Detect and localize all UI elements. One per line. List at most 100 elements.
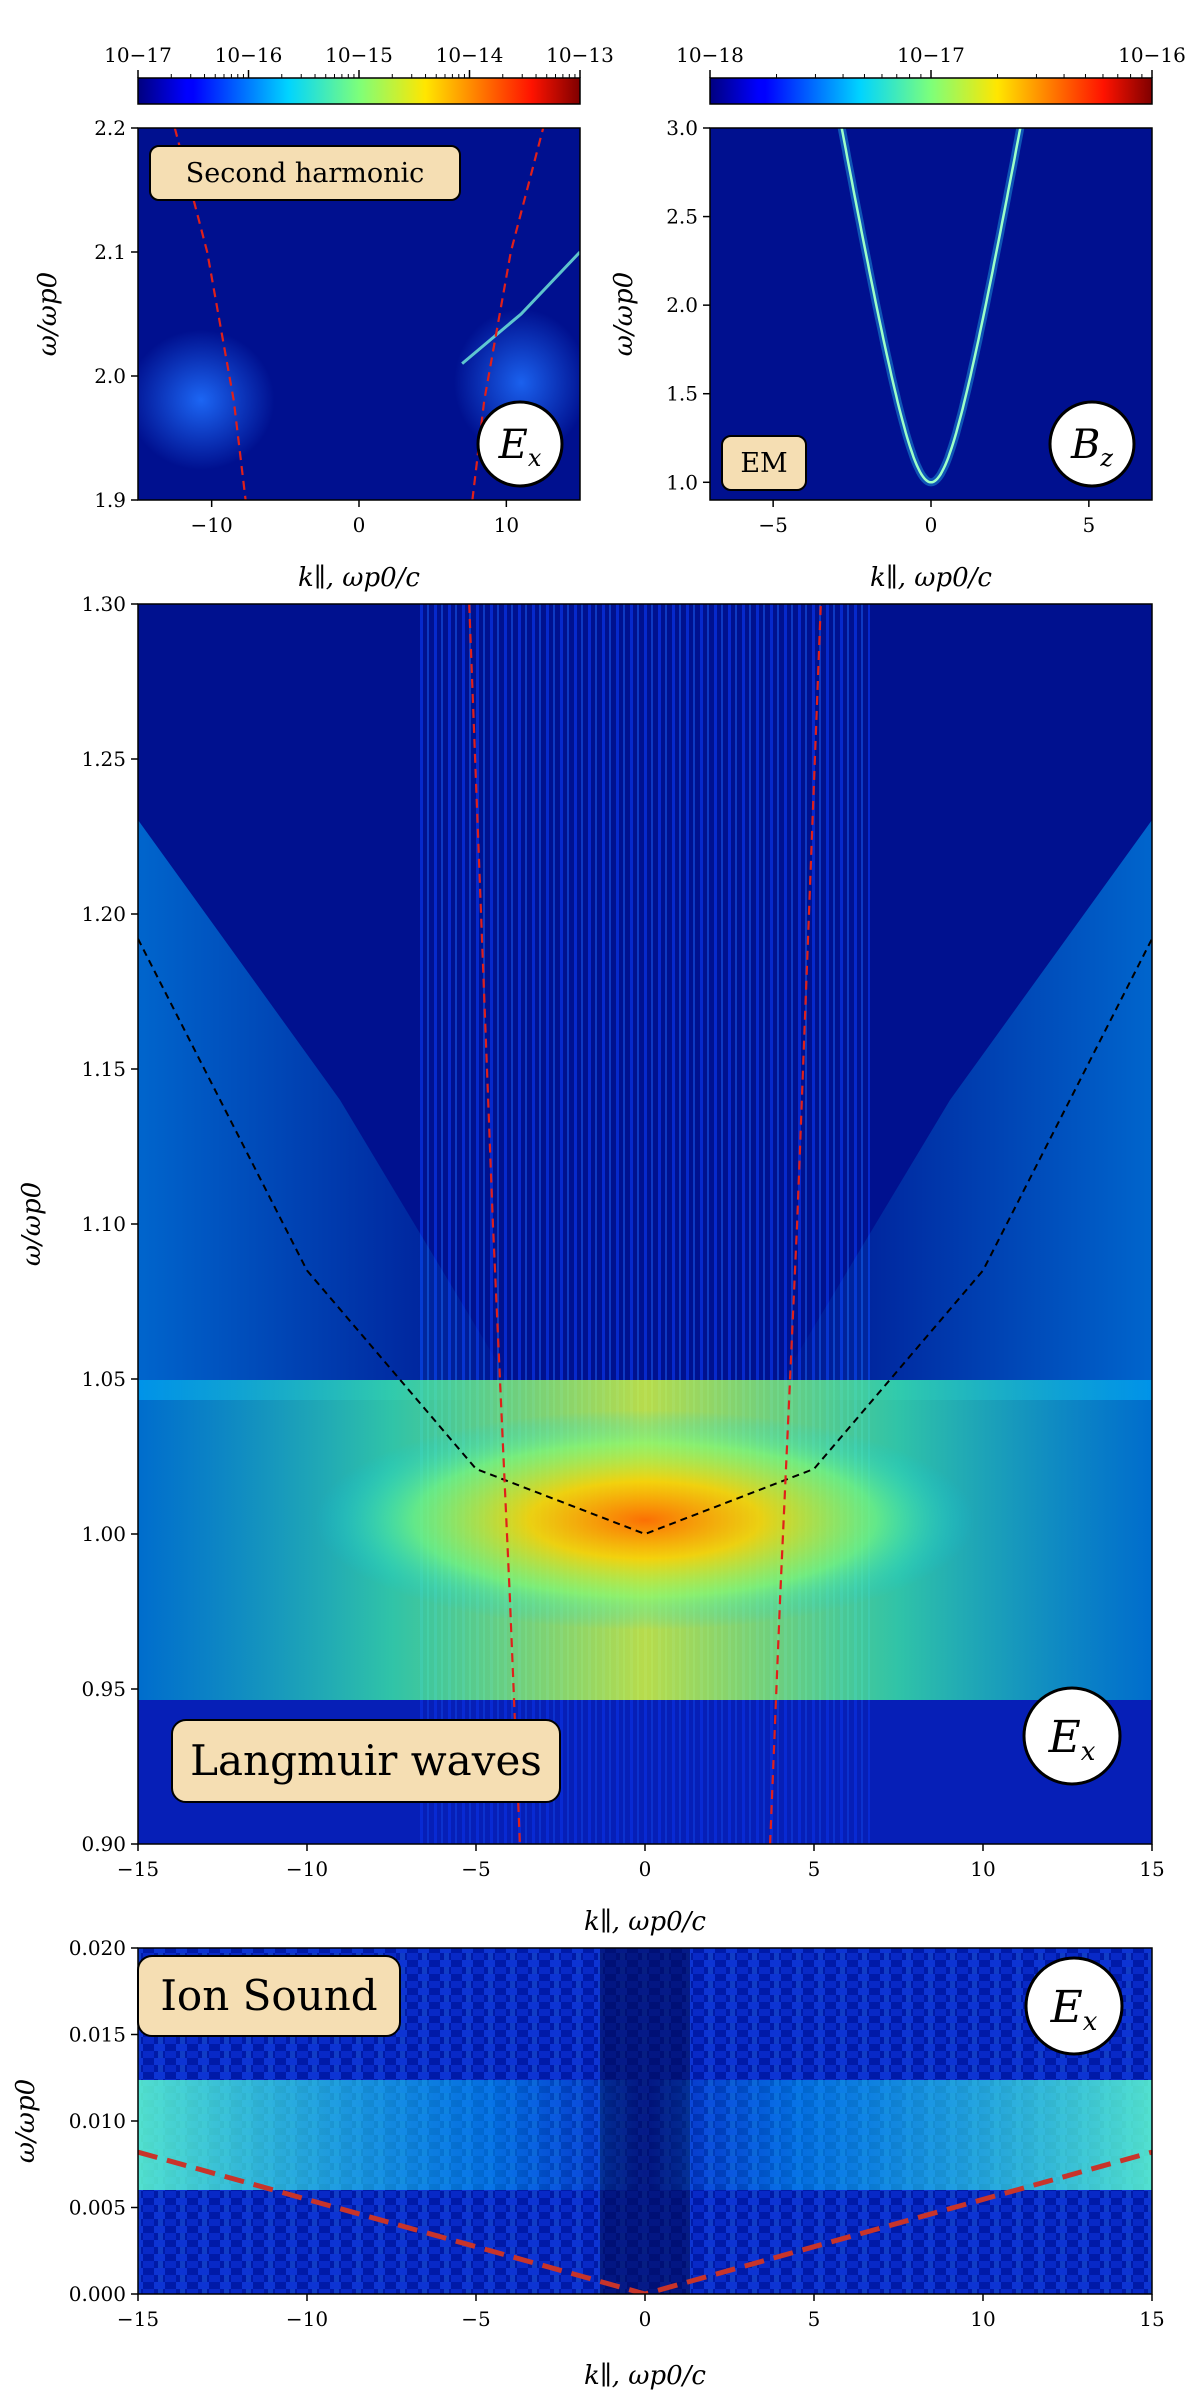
em-dispersion-curve <box>837 128 1025 487</box>
colorbar-right-gradient <box>709 77 1153 105</box>
y-tick-label: 1.30 <box>81 592 126 616</box>
em-curve-line <box>840 128 1022 484</box>
label-box: Ion Sound <box>137 1955 401 2037</box>
harmonic-streak-line <box>461 250 580 365</box>
y-tick-label: 1.25 <box>81 747 126 771</box>
field-badge-sub: x <box>1083 2007 1098 2037</box>
colorbar-tick-label: 10−17 <box>897 43 965 67</box>
heatmap-energy-core <box>315 1410 975 1630</box>
y-tick-label: 0.015 <box>69 2023 126 2047</box>
x-axis-label: k∥, ωp0/c <box>584 1907 706 1937</box>
field-badge-sub: x <box>1081 1737 1096 1767</box>
colorbar-tick-label: 10−15 <box>325 43 393 67</box>
x-tick-label: −10 <box>286 1857 328 1881</box>
y-axis-label: ω/ωp0 <box>609 272 639 356</box>
field-badge-letter: E <box>1050 1982 1083 2033</box>
axes-ticks: −15 −10 −5 0 5 10 15 0.000 0.005 0.010 0.015 0.020 <box>69 1936 1165 2331</box>
field-badge: Ex <box>1024 1956 1124 2056</box>
x-axis-label: k∥, ωp0/c <box>870 563 992 593</box>
field-badge-letter: E <box>498 422 528 468</box>
x-tick-label: −10 <box>286 2307 328 2331</box>
colorbar-tick-label: 10−17 <box>104 43 172 67</box>
overlay-curve <box>769 604 822 1844</box>
heatmap-energy-left <box>138 270 348 470</box>
label-box-text: Langmuir waves <box>190 1736 542 1785</box>
field-badge-letter: B <box>1070 422 1100 468</box>
panel-em: −5 0 5 1.0 1.5 2.0 2.5 3.0 EM Bz k∥, ωp0/c ω/ωp… <box>609 116 1153 593</box>
label-box: Langmuir waves <box>171 1719 561 1803</box>
y-tick-label: 0.010 <box>69 2109 126 2133</box>
x-tick-label: −5 <box>461 2307 490 2331</box>
y-axis-label: ω/ωp0 <box>11 2079 41 2163</box>
x-tick-label: −10 <box>191 513 233 537</box>
x-axis-label: k∥, ωp0/c <box>584 2361 706 2391</box>
svg-text:Ex: Ex <box>1048 1712 1096 1767</box>
field-badge-sub: z <box>1099 444 1113 472</box>
x-axis-label: k∥, ωp0/c <box>298 563 420 593</box>
label-box: EM <box>721 435 807 491</box>
svg-text:Bz: Bz <box>1070 422 1113 472</box>
field-badge: Ex <box>476 400 564 488</box>
field-badge-letter: E <box>1048 1712 1081 1763</box>
svg-text:Ex: Ex <box>498 422 542 472</box>
colorbar-tick-label: 10−13 <box>546 43 614 67</box>
colorbar-tick-label: 10−18 <box>676 43 744 67</box>
colorbar-tick-label: 10−16 <box>1118 43 1186 67</box>
x-tick-label: 15 <box>1139 2307 1164 2331</box>
y-tick-label: 2.5 <box>666 205 698 229</box>
x-tick-label: −15 <box>117 2307 159 2331</box>
panel-ion-sound: −15 −10 −5 0 5 10 150.0000.0050.0100.0150.020 … <box>11 1936 1165 2391</box>
colorbar-tick-label: 10−16 <box>215 43 283 67</box>
x-tick-label: 10 <box>494 513 519 537</box>
panel-second-harmonic: −10 0 10 1.9 2.0 2.1 2.2 Second harmonic Ex k∥… <box>33 116 581 593</box>
x-tick-label: 0 <box>925 513 938 537</box>
colorbar-tick-label: 10−14 <box>436 43 504 67</box>
harmonic-streak <box>461 250 580 365</box>
x-tick-label: 5 <box>1082 513 1095 537</box>
y-tick-label: 3.0 <box>666 116 698 140</box>
x-tick-label: −15 <box>117 1857 159 1881</box>
x-tick-label: −5 <box>461 1857 490 1881</box>
colorbar-right: 10−18 10−17 10−16 <box>676 43 1186 105</box>
label-box-text: Ion Sound <box>160 1971 377 2020</box>
y-tick-label: 1.20 <box>81 902 126 926</box>
axes-ticks: −15 −10 −5 0 5 10 15 0.90 0.95 1.00 1.05 1.10 1.15 1.… <box>81 592 1164 1881</box>
y-tick-label: 1.5 <box>666 382 698 406</box>
x-tick-label: 10 <box>970 2307 995 2331</box>
y-tick-label: 1.10 <box>81 1212 126 1236</box>
label-box-text: Second harmonic <box>186 158 425 189</box>
y-tick-label: 2.1 <box>94 240 126 264</box>
x-tick-label: 5 <box>808 2307 821 2331</box>
y-tick-label: 1.0 <box>666 470 698 494</box>
overlay-curve <box>138 2149 1152 2294</box>
label-box-text: EM <box>740 448 787 479</box>
x-tick-label: 0 <box>353 513 366 537</box>
y-axis-label: ω/ωp0 <box>17 1182 47 1266</box>
colorbar-left: 10−17 10−16 10−15 10−14 10−13 <box>104 43 614 105</box>
field-badge-sub: x <box>528 444 542 472</box>
heatmap-wing-right <box>770 820 1152 1400</box>
x-tick-label: 10 <box>970 1857 995 1881</box>
y-tick-label: 0.95 <box>81 1677 126 1701</box>
colorbar-left-ticks: 10−17 10−16 10−15 10−14 10−13 <box>104 43 614 78</box>
x-tick-label: −5 <box>758 513 787 537</box>
x-tick-label: 15 <box>1139 1857 1164 1881</box>
y-tick-label: 2.0 <box>94 364 126 388</box>
y-axis-label: ω/ωp0 <box>33 272 63 356</box>
overlay-curves <box>138 2149 1152 2294</box>
heatmap-energy-band <box>138 2080 1152 2190</box>
x-tick-label: 0 <box>639 2307 652 2331</box>
y-tick-label: 1.00 <box>81 1522 126 1546</box>
y-tick-label: 0.000 <box>69 2282 126 2306</box>
panel-langmuir: −15 −10 −5 0 5 10 15 0.90 0.95 1.00 1.05 1.10 1.15 1.… <box>17 592 1165 1937</box>
y-tick-label: 2.0 <box>666 293 698 317</box>
label-box: Second harmonic <box>149 145 461 201</box>
svg-text:Ex: Ex <box>1050 1982 1098 2037</box>
axes-ticks: −5 0 5 1.0 1.5 2.0 2.5 3.0 <box>666 116 1095 537</box>
x-tick-label: 5 <box>808 1857 821 1881</box>
y-tick-label: 0.90 <box>81 1832 126 1856</box>
x-tick-label: 0 <box>639 1857 652 1881</box>
y-tick-label: 2.2 <box>94 116 126 140</box>
field-badge: Bz <box>1048 400 1136 488</box>
